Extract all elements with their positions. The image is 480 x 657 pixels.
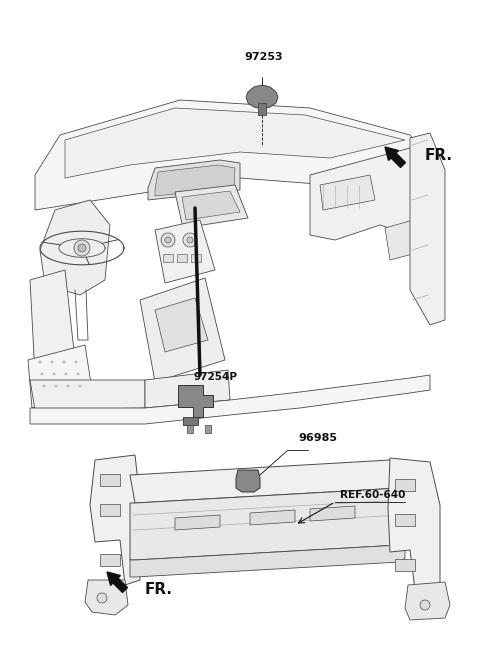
Polygon shape	[187, 425, 193, 433]
Polygon shape	[177, 254, 187, 262]
Polygon shape	[395, 479, 415, 491]
Polygon shape	[28, 345, 92, 408]
Polygon shape	[250, 510, 295, 525]
Polygon shape	[405, 582, 450, 620]
FancyArrow shape	[385, 147, 406, 168]
Circle shape	[74, 240, 90, 256]
Polygon shape	[30, 375, 430, 424]
Polygon shape	[100, 504, 120, 516]
Polygon shape	[178, 385, 213, 417]
Polygon shape	[40, 200, 110, 295]
Polygon shape	[30, 380, 145, 410]
Polygon shape	[410, 133, 445, 325]
Circle shape	[161, 233, 175, 247]
Polygon shape	[310, 148, 435, 240]
Polygon shape	[385, 218, 428, 260]
Circle shape	[64, 373, 68, 376]
Text: FR.: FR.	[145, 583, 173, 597]
Circle shape	[40, 373, 44, 376]
Polygon shape	[175, 515, 220, 530]
Polygon shape	[155, 298, 208, 352]
Polygon shape	[320, 175, 375, 210]
Circle shape	[165, 237, 171, 243]
Text: 97254P: 97254P	[194, 372, 238, 382]
Polygon shape	[155, 165, 235, 196]
Polygon shape	[175, 185, 248, 228]
Polygon shape	[130, 545, 405, 577]
Circle shape	[38, 361, 41, 363]
Circle shape	[420, 600, 430, 610]
Polygon shape	[310, 506, 355, 521]
Polygon shape	[388, 458, 440, 590]
Polygon shape	[246, 85, 278, 109]
Polygon shape	[85, 580, 128, 615]
Polygon shape	[191, 254, 201, 262]
Polygon shape	[236, 470, 260, 492]
Circle shape	[78, 244, 86, 252]
Polygon shape	[100, 554, 120, 566]
Circle shape	[67, 384, 70, 388]
Polygon shape	[130, 488, 405, 560]
Circle shape	[50, 361, 53, 363]
Polygon shape	[148, 160, 240, 200]
Circle shape	[97, 593, 107, 603]
Circle shape	[187, 237, 193, 243]
Polygon shape	[182, 191, 240, 220]
Circle shape	[183, 233, 197, 247]
Circle shape	[52, 373, 56, 376]
Polygon shape	[155, 220, 215, 283]
Circle shape	[55, 384, 58, 388]
Polygon shape	[140, 278, 225, 382]
Polygon shape	[130, 460, 400, 503]
Circle shape	[43, 384, 46, 388]
Polygon shape	[395, 559, 415, 571]
Text: FR.: FR.	[425, 148, 453, 162]
Polygon shape	[30, 270, 75, 375]
Polygon shape	[183, 417, 198, 425]
Circle shape	[79, 384, 82, 388]
Circle shape	[74, 361, 77, 363]
Polygon shape	[65, 108, 405, 178]
Polygon shape	[258, 103, 266, 115]
Polygon shape	[145, 370, 230, 408]
Text: 96985: 96985	[298, 433, 337, 443]
Text: 97253: 97253	[245, 52, 283, 62]
Circle shape	[76, 373, 80, 376]
Polygon shape	[100, 474, 120, 486]
Polygon shape	[35, 100, 435, 210]
FancyArrow shape	[107, 572, 128, 593]
Polygon shape	[205, 425, 211, 433]
Polygon shape	[395, 514, 415, 526]
Circle shape	[62, 361, 65, 363]
Polygon shape	[163, 254, 173, 262]
Text: REF.60-640: REF.60-640	[340, 490, 406, 500]
Polygon shape	[90, 455, 140, 585]
